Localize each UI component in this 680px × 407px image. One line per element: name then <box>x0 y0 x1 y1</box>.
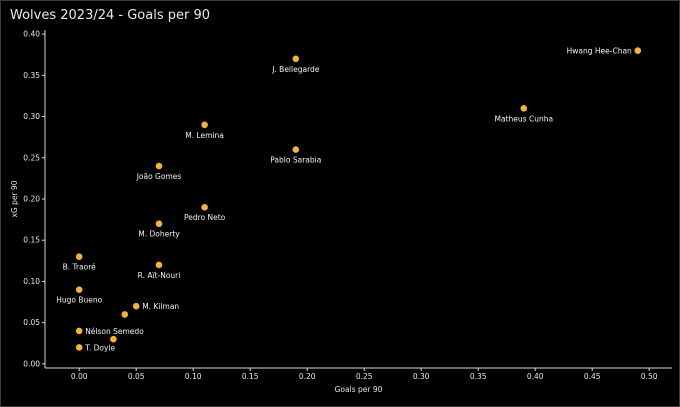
y-tick-label: 0.10 <box>23 277 40 286</box>
axes <box>44 30 672 369</box>
x-tick-label: 0.50 <box>641 372 658 381</box>
point-label: M. Kilman <box>142 302 179 311</box>
data-point <box>155 162 163 170</box>
data-point <box>75 286 83 293</box>
x-tick-label: 0.15 <box>242 372 259 381</box>
x-tick-label: 0.20 <box>299 372 316 381</box>
data-point <box>132 302 140 310</box>
data-point <box>75 344 83 351</box>
data-point <box>75 253 83 261</box>
data-point <box>75 327 83 335</box>
point-labels: Hwang Hee-Chan J. Bellegarde Matheus Cunha… <box>56 47 632 353</box>
point-label: M. Lemina <box>185 131 224 140</box>
x-tick-label: 0.45 <box>584 372 601 381</box>
x-tick-label: 0.35 <box>470 372 487 381</box>
data-point <box>110 335 117 343</box>
data-point <box>520 105 528 112</box>
data-points <box>75 47 642 351</box>
data-point <box>155 220 163 228</box>
y-axis-label: xG per 90 <box>10 180 19 217</box>
y-ticks: 0.00 0.05 0.10 0.15 0.20 0.25 0.30 0.35 0.40 <box>23 30 45 368</box>
point-label: R. Aït-Nouri <box>138 271 181 280</box>
x-tick-label: 0.10 <box>185 372 202 381</box>
x-tick-label: 0.25 <box>356 372 373 381</box>
y-tick-label: 0.40 <box>23 30 40 39</box>
y-tick-label: 0.05 <box>23 318 40 327</box>
x-tick-label: 0.00 <box>71 372 88 381</box>
point-label: Nélson Semedo <box>85 327 144 336</box>
point-label: Hwang Hee-Chan <box>567 47 632 56</box>
data-point <box>292 55 300 63</box>
point-label: M. Doherty <box>138 230 180 239</box>
chart-title: Wolves 2023/24 - Goals per 90 <box>10 8 210 23</box>
y-tick-label: 0.15 <box>23 236 40 245</box>
point-label: Pablo Sarabia <box>270 156 321 165</box>
point-label: Matheus Cunha <box>495 114 554 123</box>
point-label: J. Bellegarde <box>271 65 320 74</box>
y-tick-label: 0.35 <box>23 71 40 80</box>
x-tick-label: 0.05 <box>128 372 145 381</box>
y-tick-label: 0.25 <box>23 153 40 162</box>
y-tick-label: 0.30 <box>23 112 40 121</box>
data-point <box>634 47 642 54</box>
point-label: João Gomes <box>136 172 182 181</box>
point-label: T. Doyle <box>84 343 115 352</box>
data-point <box>201 203 208 211</box>
x-axis-label: Goals per 90 <box>335 385 383 394</box>
point-label: Pedro Neto <box>184 213 226 222</box>
data-point <box>121 311 129 318</box>
x-ticks: 0.00 0.05 0.10 0.15 0.20 0.25 0.30 0.35 0.40 0.45… <box>71 368 658 381</box>
point-label: Hugo Bueno <box>56 296 102 305</box>
y-tick-label: 0.00 <box>23 359 40 368</box>
y-tick-label: 0.20 <box>23 195 40 204</box>
data-point <box>201 121 208 129</box>
point-label: B. Traoré <box>63 263 97 272</box>
x-tick-label: 0.40 <box>527 372 544 381</box>
data-point <box>155 261 163 269</box>
data-point <box>292 146 300 153</box>
x-tick-label: 0.30 <box>413 372 430 381</box>
